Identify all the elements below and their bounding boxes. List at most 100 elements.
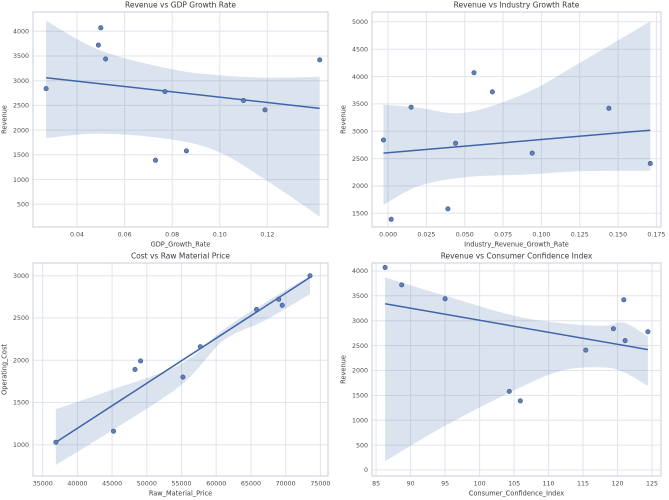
svg-text:55000: 55000 <box>172 481 192 488</box>
data-point <box>606 105 612 111</box>
svg-text:1500: 1500 <box>352 393 368 400</box>
tick-labels: 0.000 0.025 0.050 0.075 0.100 0.125 0.150 0.175… <box>352 19 665 238</box>
y-axis-label: Operating_Cost <box>1 344 9 395</box>
svg-text:1000: 1000 <box>13 442 29 449</box>
data-point <box>388 216 394 222</box>
svg-text:2500: 2500 <box>352 156 368 163</box>
tick-labels: 35000 40000 45000 50000 55000 60000 65000 70000… <box>13 273 330 488</box>
data-point <box>471 70 477 76</box>
data-point <box>197 344 203 350</box>
svg-text:0.100: 0.100 <box>532 232 550 239</box>
data-point <box>317 57 323 63</box>
data-point <box>180 374 186 380</box>
svg-text:85: 85 <box>372 481 380 488</box>
svg-text:2000: 2000 <box>352 183 368 190</box>
svg-text:1000: 1000 <box>13 177 29 184</box>
svg-text:0.10: 0.10 <box>213 232 227 239</box>
svg-text:3500: 3500 <box>352 293 368 300</box>
data-point <box>138 358 144 364</box>
data-point <box>43 86 49 92</box>
x-axis-label: Raw_Material_Price <box>149 490 212 498</box>
confidence-band <box>46 20 320 217</box>
data-point <box>132 366 138 372</box>
svg-text:65000: 65000 <box>241 481 261 488</box>
svg-text:2000: 2000 <box>13 357 29 364</box>
data-point <box>408 104 414 110</box>
data-point <box>517 398 523 404</box>
regression-line <box>383 129 651 154</box>
data-point <box>453 140 459 146</box>
data-point <box>382 264 388 270</box>
data-point <box>183 148 189 154</box>
plot-border <box>371 11 662 228</box>
svg-text:2500: 2500 <box>13 315 29 322</box>
regression-line <box>384 303 649 351</box>
y-axis-label: Revenue <box>1 105 9 134</box>
confidence-band <box>383 21 651 206</box>
svg-text:1500: 1500 <box>352 211 368 218</box>
plot-border <box>371 262 662 477</box>
svg-text:4000: 4000 <box>352 268 368 275</box>
x-axis-label: Industry_Revenue_Growth_Rate <box>464 241 569 249</box>
svg-text:4000: 4000 <box>13 28 29 35</box>
svg-text:125: 125 <box>646 481 658 488</box>
data-point <box>529 150 535 156</box>
svg-text:4500: 4500 <box>352 46 368 53</box>
data-point <box>241 98 247 104</box>
chart-title: Cost vs Raw Material Price <box>131 252 230 261</box>
svg-text:50000: 50000 <box>137 481 157 488</box>
svg-text:0.150: 0.150 <box>609 232 627 239</box>
svg-text:1000: 1000 <box>352 417 368 424</box>
svg-text:0.12: 0.12 <box>260 232 274 239</box>
data-point <box>162 89 168 95</box>
tick-labels: 0.04 0.06 0.08 0.10 0.12 500 1000 1500 2000 2500 3… <box>13 28 274 238</box>
regression-line <box>46 76 320 110</box>
chart-title: Revenue vs Industry Growth Rate <box>454 1 580 10</box>
data-point <box>647 161 653 167</box>
data-point <box>262 107 268 113</box>
svg-text:3000: 3000 <box>13 273 29 280</box>
svg-text:0.000: 0.000 <box>379 232 397 239</box>
data-point <box>645 329 651 335</box>
svg-text:4000: 4000 <box>352 74 368 81</box>
tick-labels: 85 90 95 100 105 110 115 120 125 0 500 1000 1500 2000… <box>352 268 658 487</box>
data-point <box>111 428 117 434</box>
data-point <box>622 338 628 344</box>
data-point <box>442 296 448 302</box>
svg-text:3000: 3000 <box>13 78 29 85</box>
chart-panel-1: Revenue vs Industry Growth Rate 0.000 0.02… <box>340 1 666 249</box>
svg-text:3500: 3500 <box>13 53 29 60</box>
svg-text:60000: 60000 <box>206 481 226 488</box>
x-axis-label: GDP_Growth_Rate <box>151 241 211 249</box>
data-point <box>95 42 101 48</box>
gridlines <box>33 12 328 227</box>
svg-text:3500: 3500 <box>352 101 368 108</box>
chart-panel-2: Cost vs Raw Material Price 35000 40000 4500… <box>1 252 331 498</box>
x-axis-label: Consumer_Confidence_Index <box>469 490 565 498</box>
gridlines <box>372 12 661 227</box>
data-point <box>254 306 260 312</box>
plot-border <box>32 11 329 228</box>
confidence-band <box>385 277 648 462</box>
svg-text:0.025: 0.025 <box>417 232 435 239</box>
data-point <box>53 439 59 445</box>
chart-panel-3: Revenue vs Consumer Confidence Index 85 90… <box>340 252 662 498</box>
data-point <box>279 302 285 308</box>
data-point <box>307 273 313 279</box>
svg-text:35000: 35000 <box>33 481 53 488</box>
svg-text:3000: 3000 <box>352 128 368 135</box>
svg-text:95: 95 <box>441 481 449 488</box>
data-point <box>583 347 589 353</box>
svg-text:2500: 2500 <box>13 103 29 110</box>
scatter-points <box>380 70 653 222</box>
svg-text:500: 500 <box>17 201 29 208</box>
plot-border <box>32 262 329 477</box>
svg-text:0.06: 0.06 <box>118 232 132 239</box>
data-point <box>380 137 386 143</box>
svg-text:120: 120 <box>612 481 624 488</box>
chart-title: Revenue vs Consumer Confidence Index <box>441 252 593 261</box>
svg-text:110: 110 <box>543 481 555 488</box>
y-axis-label: Revenue <box>340 355 348 384</box>
